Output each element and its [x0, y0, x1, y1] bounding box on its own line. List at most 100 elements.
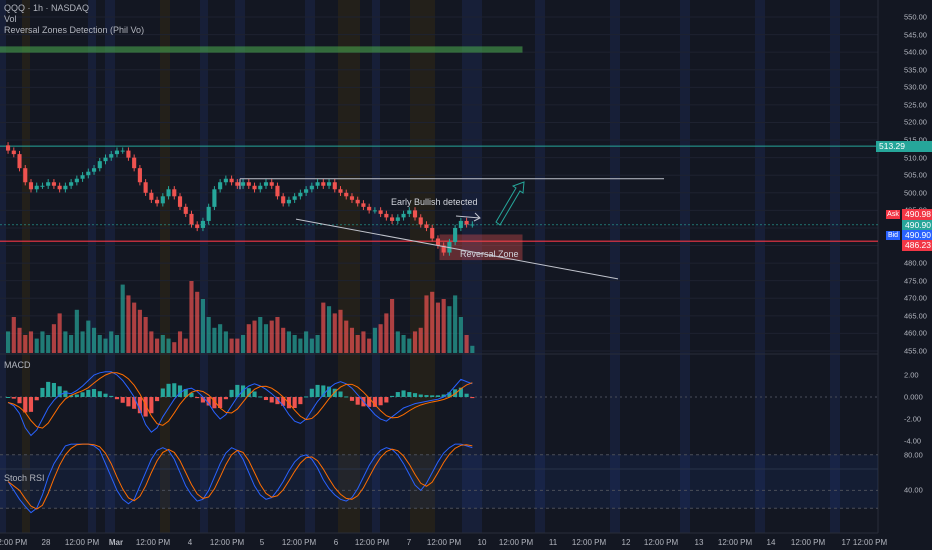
volume-bar: [183, 338, 188, 353]
macd-histogram-bar: [435, 395, 441, 397]
bid-price-tag: 490.90: [902, 230, 932, 241]
volume-bar: [160, 335, 165, 353]
zones: [0, 46, 878, 261]
session-band: [410, 0, 435, 533]
volume-bar: [11, 317, 16, 353]
macd-histogram-bar: [34, 397, 39, 401]
macd-histogram-bar: [464, 393, 469, 397]
time-axis-tick: 13: [694, 538, 704, 547]
stoch-band: [0, 454, 878, 509]
macd-histogram-bar: [46, 381, 51, 397]
macd-label[interactable]: MACD: [4, 360, 31, 370]
volume-bar: [235, 338, 240, 353]
macd-histogram-bar: [349, 397, 355, 401]
time-axis-tick: 12:00 PM: [354, 538, 390, 547]
candle-body: [435, 238, 441, 246]
volume-bar: [424, 295, 429, 353]
time-axis-tick: 12:00 PM: [498, 538, 534, 547]
time-axis-tick: 12: [621, 538, 631, 547]
time-axis-tick: 6: [333, 538, 339, 547]
volume-bar: [453, 295, 458, 353]
volume-bar: [349, 327, 355, 353]
volume-bar: [74, 309, 79, 353]
candle-body: [384, 213, 389, 218]
volume-bar: [401, 335, 406, 353]
bid-label: Bid: [886, 231, 900, 240]
volume-bar: [132, 302, 137, 353]
candle-body: [200, 220, 206, 228]
macd-histogram-bar: [114, 397, 120, 400]
volume-indicator-label[interactable]: Vol: [4, 14, 17, 24]
macd-histogram-bar: [407, 392, 412, 397]
macd-histogram-bar: [74, 394, 79, 397]
candle-body: [195, 224, 200, 228]
candle-body: [258, 185, 263, 190]
macd-histogram-bar: [28, 397, 34, 412]
symbol-title[interactable]: QQQ · 1h · NASDAQ: [4, 3, 90, 13]
volume-bar: [430, 291, 435, 353]
macd-histogram-bar: [372, 397, 377, 407]
volume-bar: [149, 331, 154, 353]
volume-bar: [114, 335, 120, 353]
candle-body: [6, 145, 11, 151]
candle-body: [269, 182, 274, 186]
macd-histogram-bar: [23, 397, 28, 413]
macd-histogram-bar: [183, 389, 188, 397]
macd-histogram-bar: [292, 397, 297, 408]
candle-body: [286, 199, 291, 204]
candle-body: [114, 150, 120, 155]
session-band: [462, 0, 482, 533]
session-band: [338, 0, 360, 533]
macd-histogram-bar: [275, 397, 280, 405]
candle-body: [326, 182, 332, 186]
candle-body: [275, 185, 280, 197]
candle-body: [372, 210, 377, 212]
candle-body: [28, 182, 34, 190]
candle-body: [292, 196, 297, 200]
candle-body: [458, 220, 463, 228]
volume-bar: [344, 320, 349, 353]
arrow-right-icon: [455, 212, 481, 222]
macd-histogram-bar: [97, 391, 102, 397]
session-band: [372, 0, 380, 533]
session-band: [830, 0, 840, 533]
price-axis-tick: 500.00: [904, 188, 927, 198]
candle-body: [172, 189, 177, 197]
candle-body: [298, 192, 303, 197]
macd-histogram-bar: [235, 384, 240, 397]
volume-bar: [212, 327, 217, 353]
price-axis-tick: 455.00: [904, 346, 927, 356]
macd-histogram-bar: [298, 397, 303, 405]
macd-histogram-bar: [321, 385, 326, 397]
macd-histogram-bar: [57, 386, 62, 397]
volume-bar: [458, 317, 463, 353]
candle-body: [241, 182, 246, 186]
volume-bar: [470, 345, 475, 353]
price-axis-tick: 475.00: [904, 276, 927, 286]
session-band: [305, 0, 315, 533]
time-axis-tick: 12:00 PM: [426, 538, 462, 547]
macd-histogram-bar: [430, 395, 435, 397]
candle-body: [315, 182, 320, 186]
macd-histogram-bar: [401, 390, 406, 397]
volume-bar: [447, 306, 452, 353]
indicator-label[interactable]: Reversal Zones Detection (Phil Vo): [4, 25, 145, 35]
volume-bar: [155, 338, 160, 353]
price-axis-tick: 550.00: [904, 12, 927, 22]
session-band: [235, 0, 245, 533]
price-axis-tick: 540.00: [904, 47, 927, 57]
candle-body: [91, 168, 97, 172]
macd-histogram-bar: [189, 392, 194, 397]
candles: [6, 142, 475, 256]
time-axis-tick: 12:00 PM: [790, 538, 826, 547]
candle-body: [464, 220, 469, 225]
candle-body: [229, 178, 234, 183]
volume-bar: [441, 299, 446, 353]
volume-bar: [241, 335, 246, 353]
candle-body: [120, 150, 125, 152]
candle-body: [412, 210, 418, 218]
stoch-rsi-label[interactable]: Stoch RSI: [4, 473, 45, 483]
volume-bar: [91, 327, 97, 353]
drawings[interactable]: [239, 178, 664, 280]
